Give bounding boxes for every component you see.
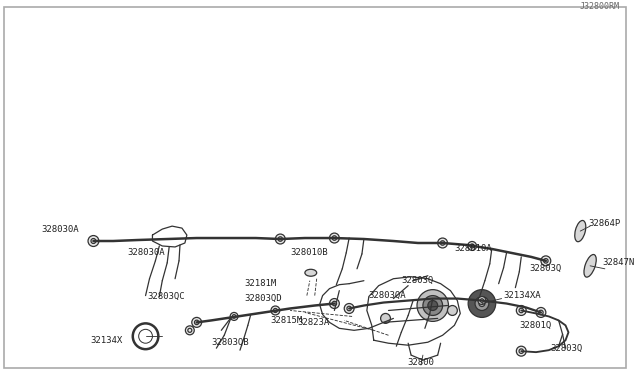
Circle shape (536, 308, 546, 317)
Text: 32864P: 32864P (588, 219, 620, 228)
Circle shape (275, 234, 285, 244)
Text: 32803Q: 32803Q (551, 344, 583, 353)
Text: 32134X: 32134X (91, 336, 123, 345)
Circle shape (428, 301, 438, 311)
Text: 32803QC: 32803QC (147, 292, 185, 301)
Text: 32803Q: 32803Q (401, 276, 433, 285)
Text: 328030A: 328030A (127, 248, 165, 257)
Circle shape (541, 256, 551, 266)
Text: 32134XA: 32134XA (504, 291, 541, 300)
Circle shape (271, 306, 280, 315)
Circle shape (192, 317, 202, 327)
Ellipse shape (575, 221, 586, 242)
Circle shape (330, 233, 339, 243)
Circle shape (516, 305, 526, 315)
Text: 32823A: 32823A (297, 318, 329, 327)
Circle shape (423, 296, 443, 315)
Text: 32803QB: 32803QB (211, 338, 249, 347)
Text: 32847N: 32847N (602, 258, 634, 267)
Circle shape (516, 346, 526, 356)
Text: 328030A: 328030A (41, 225, 79, 234)
Ellipse shape (305, 269, 317, 276)
Text: 32803QD: 32803QD (244, 294, 282, 303)
Text: 32801Q: 32801Q (519, 321, 552, 330)
Text: 32803Q: 32803Q (529, 264, 561, 273)
Circle shape (381, 314, 390, 323)
Text: 328010A: 328010A (454, 244, 492, 253)
Circle shape (186, 326, 195, 335)
Text: 328010B: 328010B (290, 248, 328, 257)
Text: 32815M: 32815M (271, 316, 303, 325)
Text: 32803QA: 32803QA (369, 291, 406, 300)
Circle shape (478, 296, 486, 305)
Circle shape (475, 296, 489, 311)
Ellipse shape (584, 254, 596, 277)
Circle shape (417, 290, 449, 321)
Text: 32181M: 32181M (244, 279, 276, 288)
Circle shape (344, 304, 354, 314)
Circle shape (468, 290, 496, 317)
Text: J32800RM: J32800RM (580, 2, 620, 11)
Circle shape (230, 312, 238, 320)
Circle shape (479, 301, 485, 307)
Circle shape (468, 241, 477, 250)
Circle shape (438, 238, 447, 248)
Circle shape (88, 235, 99, 247)
Circle shape (447, 305, 458, 315)
Text: 32800: 32800 (408, 357, 435, 366)
Circle shape (330, 299, 339, 308)
